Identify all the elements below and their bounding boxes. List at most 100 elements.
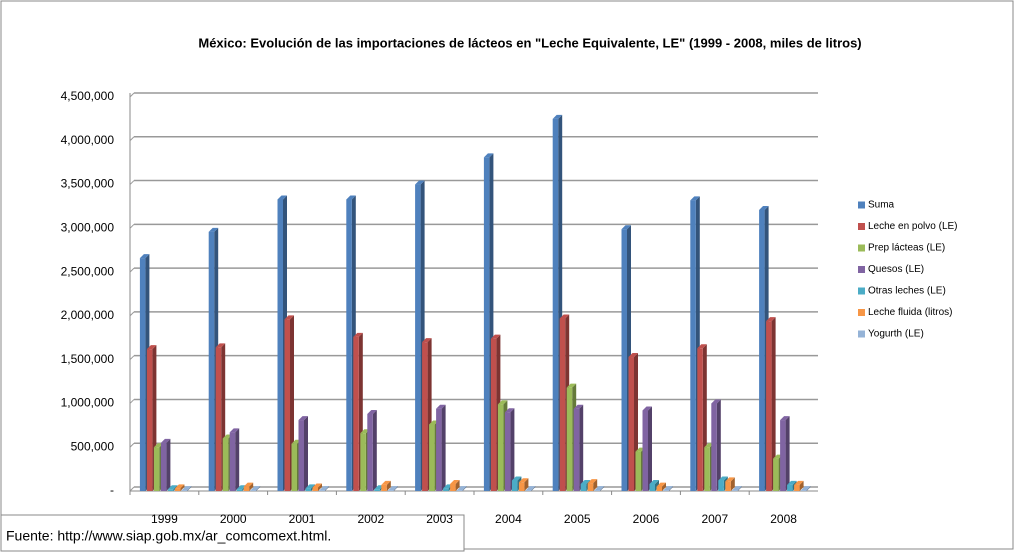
bar-top xyxy=(457,486,467,491)
bar xyxy=(367,413,373,491)
bar-top xyxy=(621,225,631,230)
bar-top xyxy=(801,486,811,491)
legend-label: Yogurth (LE) xyxy=(868,329,924,340)
bar-top xyxy=(511,476,522,481)
bar-side xyxy=(531,486,536,491)
source-box xyxy=(0,514,465,552)
bar-top xyxy=(573,404,584,409)
bar-side xyxy=(325,486,329,491)
bar-top xyxy=(552,114,563,119)
bar-top xyxy=(504,408,515,413)
bar-top xyxy=(525,486,536,491)
bar-top xyxy=(663,486,673,491)
grid-line-side xyxy=(129,180,135,185)
bar-side xyxy=(730,477,735,491)
grid-line-side xyxy=(129,442,135,448)
bar xyxy=(312,487,318,491)
bar xyxy=(704,447,710,491)
bar-top xyxy=(483,153,494,158)
bar xyxy=(174,488,181,491)
bar xyxy=(663,490,669,491)
bar-side xyxy=(304,416,308,491)
bar xyxy=(711,403,717,491)
bar-top xyxy=(718,476,728,481)
bar-top xyxy=(305,484,315,489)
bar-side xyxy=(235,428,240,491)
grid-line-side xyxy=(129,399,135,404)
bar xyxy=(298,420,304,491)
bar xyxy=(621,229,627,491)
bar-top xyxy=(649,479,659,484)
legend-label: Leche en polvo (LE) xyxy=(868,221,958,232)
bar xyxy=(628,357,634,491)
bar-top xyxy=(690,196,700,201)
y-tick-label: 4,000,000 xyxy=(61,133,115,147)
grid-line-side xyxy=(129,92,135,98)
bar xyxy=(457,490,463,491)
grid-line-side xyxy=(129,486,135,492)
bar-side xyxy=(737,486,742,491)
x-tick-label: 2008 xyxy=(770,512,797,526)
bar xyxy=(429,424,435,491)
bar xyxy=(415,184,421,492)
bar-side xyxy=(799,480,804,491)
bar-top xyxy=(580,479,591,484)
y-tick-label: 4,500,000 xyxy=(61,89,115,103)
bar xyxy=(697,348,703,491)
bar-side xyxy=(462,486,467,491)
bar-side xyxy=(716,399,721,491)
bar xyxy=(504,412,511,491)
bar-side xyxy=(187,486,192,491)
legend-swatch xyxy=(858,330,865,338)
bar-top xyxy=(697,344,707,349)
bar-top xyxy=(642,406,652,411)
bar xyxy=(490,338,497,491)
y-tick-label: 1,500,000 xyxy=(61,352,115,366)
bar xyxy=(374,489,380,491)
y-tick-label: 1,000,000 xyxy=(61,396,115,410)
bar xyxy=(552,118,559,491)
chart-title: México: Evolución de las importaciones d… xyxy=(198,35,861,50)
bar xyxy=(284,319,290,491)
bar xyxy=(160,442,167,491)
bar xyxy=(766,321,772,491)
bar xyxy=(215,347,222,491)
x-tick-label: 1999 xyxy=(151,512,178,526)
x-tick-label: 2003 xyxy=(426,512,453,526)
legend-swatch xyxy=(858,244,865,252)
bar-top xyxy=(367,409,377,414)
bar xyxy=(497,404,504,491)
bar-top xyxy=(243,482,254,487)
y-tick-label: 3,000,000 xyxy=(61,221,115,235)
bar xyxy=(243,486,250,491)
bar-top xyxy=(559,314,570,319)
bar-top xyxy=(766,317,776,322)
bar-top xyxy=(787,480,797,485)
bar-top xyxy=(711,399,721,404)
y-tick-label: 2,500,000 xyxy=(61,264,115,278)
bar-top xyxy=(208,227,219,232)
bar xyxy=(153,447,160,491)
legend-label: Prep lácteas (LE) xyxy=(868,243,945,254)
bar-top xyxy=(277,195,287,200)
bar xyxy=(587,483,594,491)
grid-line-side xyxy=(129,355,135,361)
bar xyxy=(250,490,257,491)
x-tick-label: 2004 xyxy=(495,512,522,526)
bar xyxy=(525,490,532,491)
bar xyxy=(759,209,765,492)
bar xyxy=(511,480,518,491)
bar xyxy=(360,433,366,491)
bar-top xyxy=(794,480,804,485)
legend-swatch xyxy=(858,201,865,209)
bar xyxy=(787,484,793,491)
bar-top xyxy=(181,486,192,491)
grid-line-side xyxy=(129,136,135,142)
bar-top xyxy=(167,485,178,490)
bar-side xyxy=(249,482,254,491)
bar xyxy=(381,484,387,491)
bar-top xyxy=(236,485,247,490)
bar xyxy=(208,231,215,491)
bar-side xyxy=(372,409,377,491)
bar xyxy=(139,258,146,491)
